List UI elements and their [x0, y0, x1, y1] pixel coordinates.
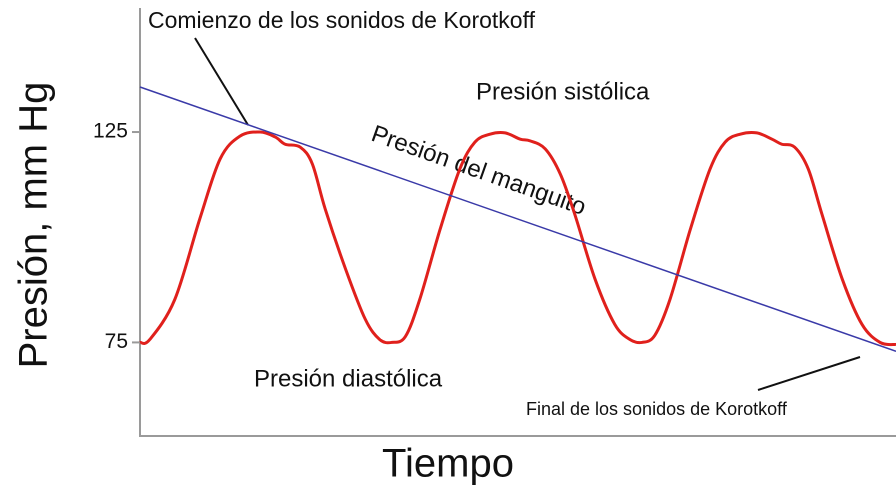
annotation: Comienzo de los sonidos de Korotkoff	[148, 7, 536, 33]
annotation: Final de los sonidos de Korotkoff	[526, 399, 788, 419]
pointer-line	[757, 356, 861, 391]
y-tick-label: 75	[105, 330, 128, 353]
pointer-line	[194, 37, 249, 126]
series-line	[139, 130, 896, 347]
x-axis-label: Tiempo	[382, 442, 514, 486]
series-line	[139, 86, 896, 352]
annotation: Presión sistólica	[476, 78, 650, 105]
y-axis-label: Presión, mm Hg	[12, 82, 56, 369]
annotation: Presión diastólica	[254, 365, 443, 392]
y-tick-label: 125	[93, 120, 128, 143]
